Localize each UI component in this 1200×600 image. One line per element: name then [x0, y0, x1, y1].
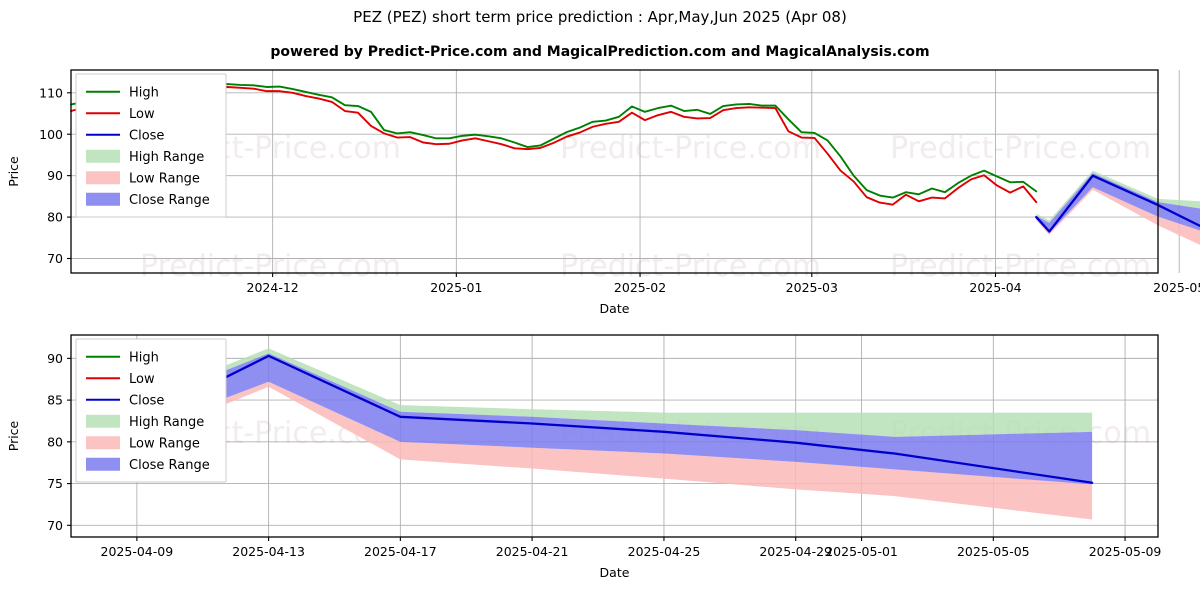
- legend-item-label: High Range: [129, 415, 204, 430]
- legend-item-label: High Range: [129, 150, 204, 165]
- watermark-text: Predict-Price.com: [140, 249, 401, 284]
- legend-item-label: Low Range: [129, 436, 200, 451]
- x-axis-tick-label: 2025-04-17: [364, 544, 437, 559]
- y-axis-tick-label: 90: [47, 351, 63, 366]
- y-axis-tick-label: 70: [47, 518, 63, 533]
- legend-item-label: Low: [129, 372, 155, 387]
- y-axis: 70 80 90 100 110: [39, 85, 71, 266]
- watermark-text: Predict-Price.com: [560, 249, 821, 284]
- x-axis-tick-label: 2025-04-13: [232, 544, 305, 559]
- forecast-close-line: [1035, 174, 1200, 233]
- y-axis: 70 75 80 85 90: [47, 351, 71, 533]
- y-axis-tick-label: 100: [39, 127, 63, 142]
- legend-item-label: Close: [129, 393, 164, 408]
- plot-frame: [70, 69, 1159, 274]
- legend-item-label: Close: [129, 128, 164, 143]
- history-low-line: [70, 86, 1038, 206]
- watermark-text: Predict-Price.com: [890, 131, 1151, 166]
- detail-chart: Predict-Price.comPredict-Price.comPredic…: [0, 325, 1200, 600]
- legend-patch-swatch: [86, 457, 120, 471]
- legend-item-label: Low: [129, 107, 155, 122]
- watermark-text: Predict-Price.com: [890, 249, 1151, 284]
- history-high-line: [70, 82, 1038, 199]
- legend: High Low Close High Range Low Range Close Ran…: [75, 73, 227, 218]
- legend-item-label: Close Range: [129, 193, 210, 208]
- close-range-band: [103, 353, 1093, 485]
- x-axis: 2024-12 2025-01 2025-02 2025-03 2025-04 2025-…: [247, 273, 1200, 295]
- y-axis-tick-label: 80: [47, 210, 63, 225]
- x-axis-tick-label: 2025-04-21: [496, 544, 569, 559]
- legend-patch-swatch: [86, 436, 120, 450]
- legend-patch-swatch: [86, 192, 120, 206]
- page-title: PEZ (PEZ) short term price prediction : …: [353, 8, 847, 26]
- x-axis-tick-label: 2025-02: [614, 280, 666, 295]
- legend: High Low Close High Range Low Range Close Ran…: [75, 338, 227, 483]
- x-axis-tick-label: 2025-04: [969, 280, 1021, 295]
- data-layer: [70, 82, 1200, 245]
- y-axis-tick-label: 75: [47, 476, 63, 491]
- x-axis-tick-label: 2025-03: [786, 280, 838, 295]
- watermark-text: Predict-Price.com: [560, 131, 821, 166]
- y-axis-tick-label: 80: [47, 434, 63, 449]
- x-axis-tick-label: 2025-04-29: [759, 544, 832, 559]
- x-axis-title: Date: [600, 565, 630, 580]
- x-axis: 2025-04-09 2025-04-13 2025-04-17 2025-04-21…: [101, 537, 1162, 559]
- x-axis-tick-label: 2024-12: [247, 280, 299, 295]
- low-range-band: [103, 381, 1093, 520]
- x-axis-tick-label: 2025-05-01: [825, 544, 898, 559]
- legend-patch-swatch: [86, 171, 120, 185]
- x-axis-tick-label: 2025-05-09: [1089, 544, 1162, 559]
- legend-item-label: High: [129, 350, 159, 365]
- low-range-band: [1036, 187, 1200, 245]
- detail-chart-svg: Predict-Price.comPredict-Price.comPredic…: [6, 334, 1162, 580]
- overview-chart: Predict-Price.com Predict-Price.com Predic…: [0, 58, 1200, 320]
- legend-item-label: Low Range: [129, 171, 200, 186]
- y-axis-tick-label: 90: [47, 168, 63, 183]
- page-subtitle: powered by Predict-Price.com and Magical…: [270, 44, 930, 60]
- x-axis-tick-label: 2025-01: [430, 280, 482, 295]
- x-axis-tick-label: 2025-04-25: [628, 544, 701, 559]
- legend-item-label: Close Range: [129, 458, 210, 473]
- watermark-layer: Predict-Price.com Predict-Price.com Predic…: [140, 131, 1151, 284]
- y-axis-title: Price: [6, 420, 21, 451]
- y-axis-tick-label: 110: [39, 85, 63, 100]
- x-axis-tick-label: 2025-05-05: [957, 544, 1030, 559]
- x-axis-tick-label: 2025-05: [1153, 280, 1200, 295]
- y-axis-title: Price: [6, 156, 21, 187]
- x-axis-tick-label: 2025-04-09: [101, 544, 174, 559]
- y-axis-tick-label: 70: [47, 251, 63, 266]
- plot-frame: [70, 334, 1159, 538]
- legend-item-label: High: [129, 85, 159, 100]
- legend-patch-swatch: [86, 149, 120, 163]
- overview-chart-svg: Predict-Price.com Predict-Price.com Predic…: [6, 69, 1200, 316]
- y-axis-tick-label: 85: [47, 393, 63, 408]
- legend-patch-swatch: [86, 414, 120, 428]
- x-axis-title: Date: [600, 301, 630, 316]
- high-range-band: [1036, 170, 1200, 223]
- gridlines: [71, 70, 1180, 273]
